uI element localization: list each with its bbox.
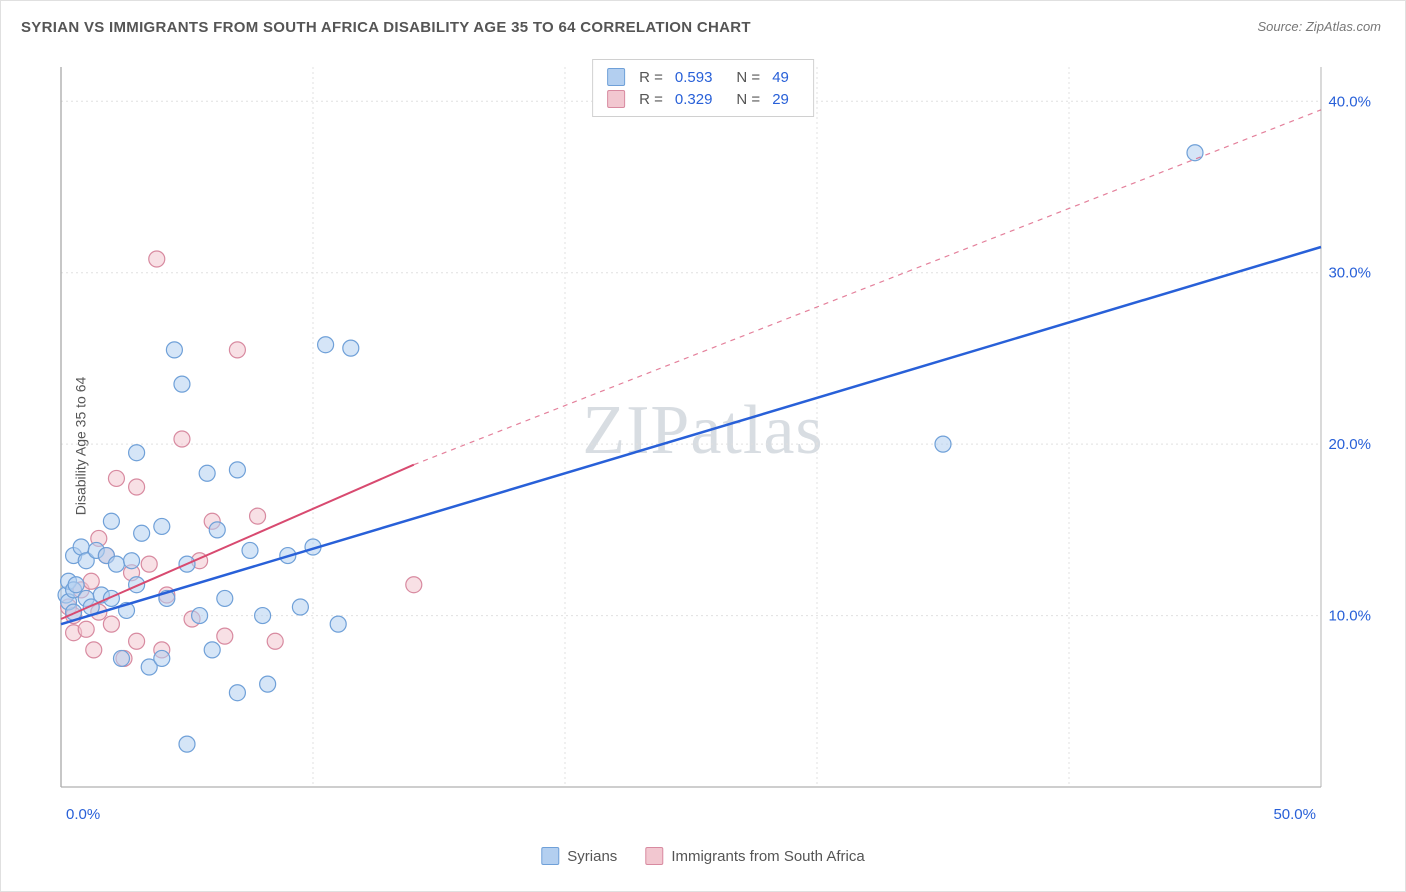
svg-text:10.0%: 10.0% bbox=[1328, 608, 1371, 625]
n-value-sa: 29 bbox=[772, 91, 789, 108]
n-value-syrians: 49 bbox=[772, 69, 789, 86]
legend-label-syrians: Syrians bbox=[567, 848, 617, 865]
svg-text:30.0%: 30.0% bbox=[1328, 265, 1371, 282]
chart-title: SYRIAN VS IMMIGRANTS FROM SOUTH AFRICA D… bbox=[21, 19, 751, 36]
r-value-syrians: 0.593 bbox=[675, 69, 713, 86]
svg-text:50.0%: 50.0% bbox=[1273, 806, 1316, 823]
n-label: N = bbox=[736, 69, 760, 86]
legend-row-syrians: R = 0.593 N = 49 bbox=[607, 66, 799, 88]
r-label: R = bbox=[639, 69, 663, 86]
legend-row-sa: R = 0.329 N = 29 bbox=[607, 88, 799, 110]
legend-item-sa: Immigrants from South Africa bbox=[645, 847, 864, 865]
source-label: Source: ZipAtlas.com bbox=[1257, 19, 1381, 34]
svg-text:40.0%: 40.0% bbox=[1328, 93, 1371, 110]
correlation-legend: R = 0.593 N = 49 R = 0.329 N = 29 bbox=[592, 59, 814, 117]
r-value-sa: 0.329 bbox=[675, 91, 713, 108]
svg-text:0.0%: 0.0% bbox=[66, 806, 100, 823]
legend-label-sa: Immigrants from South Africa bbox=[671, 848, 864, 865]
swatch-pink-icon bbox=[645, 847, 663, 865]
svg-text:20.0%: 20.0% bbox=[1328, 436, 1371, 453]
swatch-pink bbox=[607, 90, 625, 108]
swatch-blue-icon bbox=[541, 847, 559, 865]
n-label: N = bbox=[736, 91, 760, 108]
r-label: R = bbox=[639, 91, 663, 108]
series-legend: Syrians Immigrants from South Africa bbox=[541, 847, 864, 865]
swatch-blue bbox=[607, 68, 625, 86]
chart-container: SYRIAN VS IMMIGRANTS FROM SOUTH AFRICA D… bbox=[0, 0, 1406, 892]
plot-area: 10.0% 20.0% 30.0% 40.0% 0.0% 50.0% bbox=[51, 57, 1381, 827]
scatter-chart: 10.0% 20.0% 30.0% 40.0% 0.0% 50.0% bbox=[51, 57, 1381, 827]
legend-item-syrians: Syrians bbox=[541, 847, 617, 865]
